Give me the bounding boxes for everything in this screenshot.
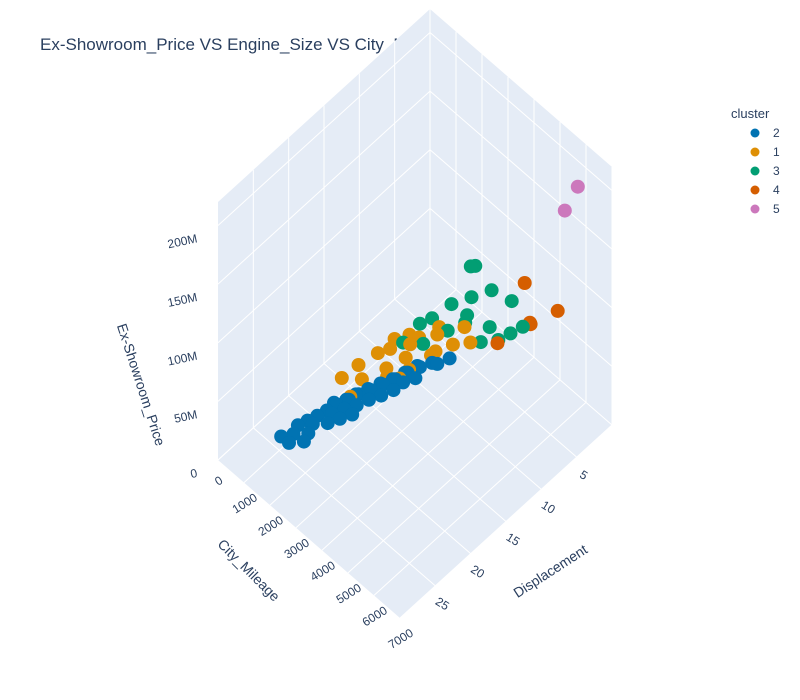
point-cluster-3 (503, 326, 518, 341)
x-tick-label: 1000 (230, 490, 260, 516)
legend-label-3: 3 (773, 164, 780, 178)
point-cluster-2 (430, 356, 445, 371)
legend-marker-5 (750, 204, 760, 214)
point-cluster-2 (374, 388, 389, 403)
x-tick-label: 4000 (308, 558, 338, 584)
point-cluster-3 (412, 316, 427, 331)
point-cluster-3 (463, 259, 478, 274)
back-wall-right (430, 9, 612, 425)
point-cluster-1 (334, 371, 349, 385)
point-cluster-3 (444, 297, 459, 312)
chart-title: Ex-Showroom_Price VS Engine_Size VS City… (40, 35, 453, 54)
gridline-z-right (429, 266, 613, 426)
gridline-z-left (217, 90, 431, 285)
legend-marker-3 (750, 166, 760, 176)
x-tick-label: 5000 (334, 580, 364, 606)
point-cluster-3 (464, 290, 479, 305)
y-tick-label: 5 (577, 467, 590, 483)
legend-title: cluster (731, 106, 770, 121)
legend-marker-1 (750, 147, 760, 157)
point-cluster-2 (320, 416, 335, 431)
point-cluster-2 (408, 371, 423, 386)
point-cluster-1 (383, 341, 398, 356)
gridline-z-right (429, 32, 613, 191)
point-cluster-2 (345, 407, 360, 422)
point-cluster-2 (442, 351, 457, 366)
point-cluster-2 (412, 360, 427, 375)
legend-marker-4 (750, 185, 760, 195)
legend-label-2: 2 (773, 126, 780, 140)
point-cluster-4 (550, 303, 565, 318)
point-cluster-2 (296, 434, 311, 449)
point-cluster-2 (282, 435, 296, 450)
point-cluster-1 (445, 337, 460, 352)
legend-label-1: 1 (773, 145, 780, 159)
gridline-z-right (429, 90, 613, 250)
x-tick-label: 2000 (256, 513, 286, 539)
gridline-z-left (217, 207, 431, 402)
x-tick-label: 6000 (360, 603, 390, 629)
point-cluster-3 (484, 283, 499, 298)
point-cluster-1 (351, 358, 366, 372)
point-cluster-4 (517, 276, 532, 290)
x-tick-label: 0 (212, 473, 225, 489)
x-tick-label: 7000 (386, 626, 416, 652)
point-cluster-1 (457, 320, 472, 335)
gridline-y-floor (253, 427, 436, 587)
point-cluster-1 (398, 350, 413, 365)
z-axis-title: Ex-Showroom_Price (114, 321, 169, 448)
y-tick-label: 15 (504, 530, 523, 549)
point-cluster-3 (504, 294, 519, 309)
z-tick-label: 100M (166, 349, 198, 369)
point-cluster-3 (416, 336, 431, 351)
gridline-y-floor (359, 330, 542, 490)
x-tick-label: 3000 (282, 535, 312, 561)
y-tick-label: 20 (468, 562, 487, 581)
legend-marker-2 (750, 128, 760, 138)
point-cluster-2 (396, 375, 411, 390)
point-cluster-4 (490, 336, 505, 351)
gridline-z-left (217, 149, 431, 344)
y-tick-label: 10 (539, 498, 558, 517)
x-axis-title: Displacement (510, 541, 590, 601)
point-cluster-3 (515, 319, 530, 334)
point-cluster-1 (370, 346, 385, 361)
y-tick-label: 25 (433, 594, 452, 613)
point-cluster-2 (376, 377, 391, 392)
z-tick-label: 150M (166, 290, 198, 310)
point-cluster-3 (482, 320, 497, 335)
point-cluster-5 (557, 203, 572, 218)
point-cluster-1 (403, 337, 418, 352)
legend-label-5: 5 (773, 202, 780, 216)
gridline-z-right (429, 149, 613, 309)
z-tick-label: 0 (189, 466, 199, 481)
legend-label-4: 4 (773, 183, 780, 197)
z-tick-label: 50M (173, 407, 199, 426)
gridline-z-left (217, 32, 431, 226)
point-cluster-5 (570, 179, 585, 194)
point-cluster-2 (386, 383, 401, 398)
point-cluster-3 (473, 335, 488, 350)
gridline-z-left (217, 266, 431, 461)
point-cluster-1 (463, 335, 478, 350)
point-cluster-1 (430, 327, 445, 342)
point-cluster-2 (332, 411, 347, 426)
z-tick-label: 200M (166, 231, 198, 251)
y-axis-title: City_Mileage (215, 536, 284, 605)
point-cluster-2 (361, 392, 376, 407)
